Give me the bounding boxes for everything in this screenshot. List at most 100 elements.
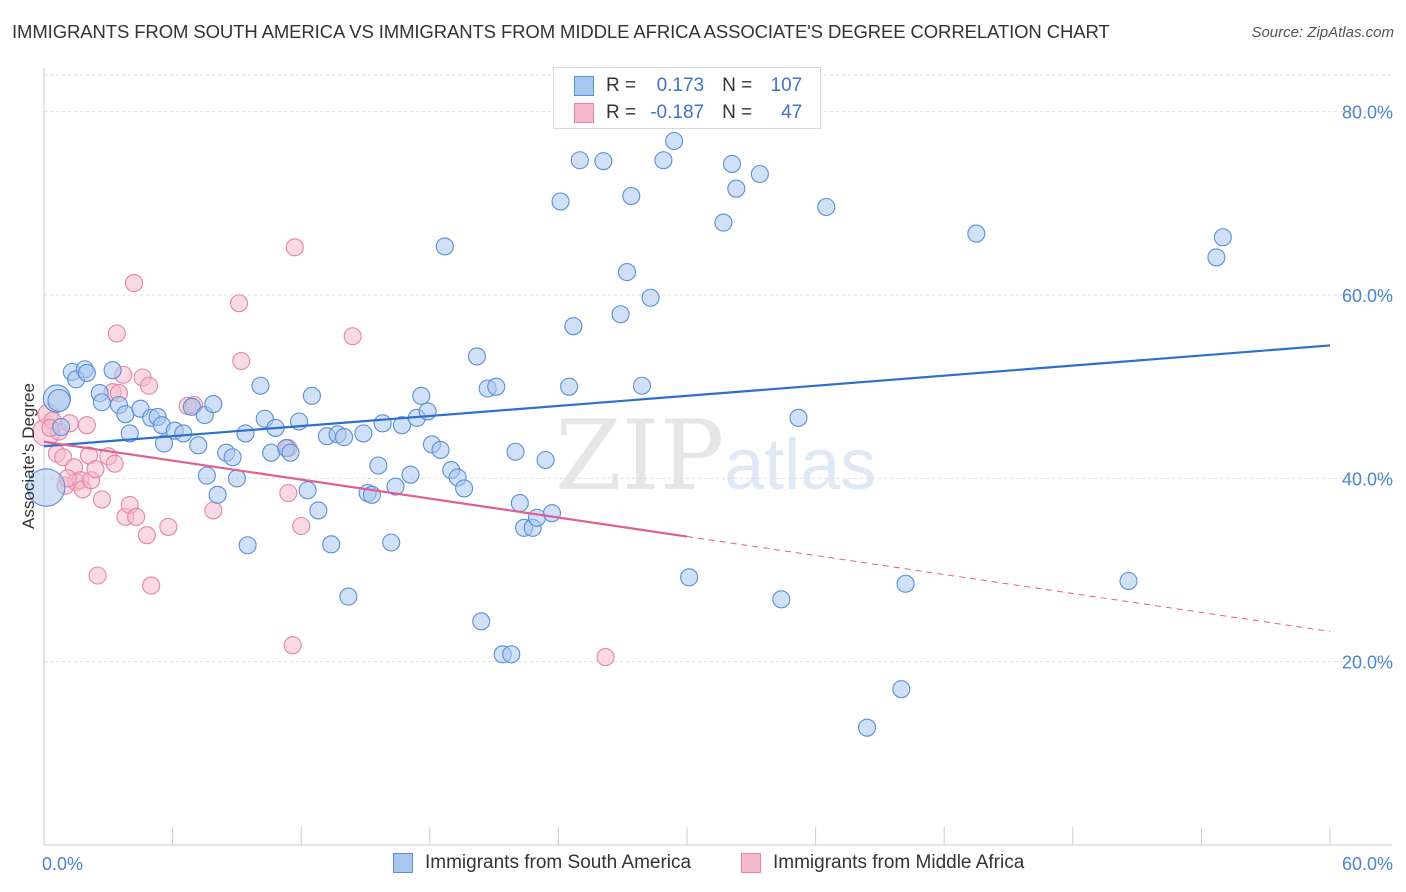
point-south-america — [227, 469, 246, 488]
point-south-america — [392, 416, 411, 435]
legend-swatch-pink — [574, 103, 594, 123]
point-south-america — [116, 405, 135, 424]
point-middle-africa — [88, 566, 107, 585]
point-south-america — [401, 465, 420, 484]
point-south-america — [1213, 228, 1232, 247]
point-middle-africa — [204, 501, 223, 520]
watermark-atlas: atlas — [724, 425, 877, 505]
point-south-america — [542, 504, 562, 523]
point-south-america — [611, 305, 630, 324]
point-south-america — [236, 424, 255, 443]
point-south-america — [354, 424, 373, 443]
point-middle-africa — [159, 517, 178, 536]
point-south-america — [1207, 248, 1226, 267]
legend-r-value: -0.187 — [650, 102, 705, 123]
point-south-america — [154, 434, 174, 453]
point-south-america — [339, 587, 358, 606]
point-south-america — [120, 424, 139, 443]
bottom-legend-swatch-pink — [741, 853, 761, 873]
y-tick-label: 20.0% — [1342, 653, 1393, 673]
point-south-america — [665, 131, 684, 151]
point-south-america — [52, 417, 71, 437]
x-tick-label: 0.0% — [42, 854, 83, 874]
point-south-america — [536, 450, 555, 470]
point-south-america — [487, 377, 506, 396]
point-south-america — [197, 466, 216, 485]
point-south-america — [335, 428, 354, 447]
point-south-america — [77, 363, 96, 382]
point-south-america — [386, 477, 405, 496]
point-south-america — [857, 718, 877, 737]
point-middle-africa — [596, 648, 615, 667]
legend-n-value: 107 — [770, 75, 803, 96]
point-south-america — [750, 164, 769, 184]
point-south-america — [594, 152, 613, 171]
legend-r-value: 0.173 — [656, 75, 705, 96]
bottom-legend-swatch-blue — [393, 853, 413, 873]
point-south-america — [617, 263, 637, 282]
point-south-america — [789, 408, 808, 427]
legend-swatch-blue — [574, 76, 594, 96]
point-south-america — [714, 213, 733, 232]
point-middle-africa — [127, 507, 146, 526]
point-south-america — [892, 680, 911, 699]
point-south-america — [510, 494, 529, 513]
point-south-america — [92, 393, 111, 412]
point-south-america — [560, 377, 579, 396]
point-south-america — [570, 151, 589, 170]
point-south-america — [412, 386, 431, 405]
point-middle-africa — [86, 460, 105, 479]
point-south-america — [174, 424, 193, 443]
axis-labels: 20.0% 40.0% 60.0% 80.0% 0.0% 60.0% Associate's… — [19, 103, 1393, 874]
point-middle-africa — [124, 274, 144, 293]
point-middle-africa — [285, 238, 304, 257]
chart-title: IMMIGRANTS FROM SOUTH AMERICA VS IMMIGRA… — [12, 21, 1110, 42]
bottom-legend-south-america: Immigrants from South America — [393, 852, 691, 874]
point-south-america — [431, 440, 450, 459]
point-south-america — [467, 347, 487, 366]
point-south-america — [641, 288, 660, 307]
point-south-america — [298, 481, 317, 500]
trend-line-middle-africa — [43, 440, 688, 538]
y-tick-label: 60.0% — [1342, 286, 1393, 306]
trend-line-south-america — [43, 344, 1331, 448]
legend-r-label: R = — [606, 102, 637, 123]
point-middle-africa — [77, 416, 96, 435]
point-south-america — [369, 456, 388, 475]
point-south-america — [527, 508, 547, 527]
legend-n-label: N = — [722, 75, 753, 96]
point-south-america — [722, 154, 742, 173]
point-south-america — [204, 395, 223, 414]
legend-n-label: N = — [722, 102, 753, 123]
point-south-america — [622, 186, 641, 206]
point-south-america — [967, 224, 986, 243]
watermark-zip: ZIP — [555, 400, 725, 512]
point-middle-africa — [279, 483, 298, 503]
point-south-america — [896, 574, 915, 593]
point-middle-africa — [107, 324, 126, 343]
point-middle-africa — [142, 576, 161, 595]
point-middle-africa — [137, 526, 156, 545]
legend-row-middle-africa: R = -0.187 N = 47 — [574, 100, 802, 126]
point-south-america — [502, 645, 521, 664]
series-south-america — [26, 131, 1232, 737]
point-middle-africa — [139, 376, 159, 395]
point-middle-africa — [92, 490, 111, 509]
y-tick-label: 80.0% — [1342, 103, 1393, 123]
point-south-america — [680, 568, 699, 587]
point-south-america — [727, 179, 746, 198]
point-south-america — [302, 386, 321, 405]
axes — [43, 68, 1392, 846]
point-middle-africa — [232, 351, 251, 371]
point-south-america — [47, 388, 71, 413]
bottom-legend-label: Immigrants from Middle Africa — [773, 852, 1025, 873]
point-middle-africa — [105, 454, 124, 473]
point-south-america — [1119, 571, 1138, 591]
point-south-america — [189, 436, 208, 455]
trend-line-middle-africa-extension — [686, 536, 1331, 632]
x-tick-label: 60.0% — [1342, 854, 1393, 874]
point-south-america — [382, 533, 401, 552]
source-label: Source: ZipAtlas.com — [1251, 24, 1394, 41]
point-south-america — [208, 485, 227, 504]
